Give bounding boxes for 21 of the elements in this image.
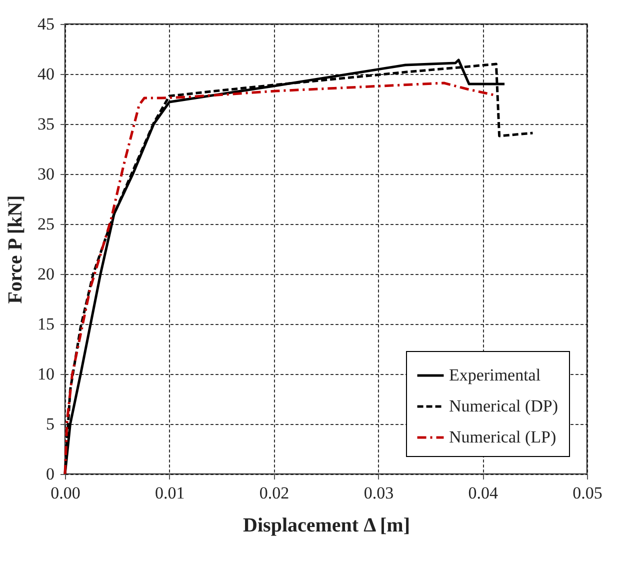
x-axis-title: Displacement Δ [m]	[243, 514, 410, 536]
y-tick-label: 40	[38, 64, 54, 84]
x-tick-label: 0.05	[572, 484, 602, 502]
legend-label: Numerical (DP)	[449, 396, 558, 416]
y-tick-label: 35	[38, 114, 54, 134]
y-tick-label: 45	[38, 14, 54, 34]
x-tick-label: 0.03	[364, 484, 394, 502]
y-tick-label: 10	[38, 364, 54, 384]
y-axis-title: Force P [kN]	[4, 195, 26, 304]
x-tick-label: 0.00	[50, 484, 80, 502]
y-tick-label: 0	[46, 464, 54, 484]
y-tick-label: 30	[38, 164, 54, 184]
legend-label: Numerical (LP)	[449, 428, 556, 446]
y-tick-label: 5	[46, 414, 54, 434]
x-tick-label: 0.04	[468, 484, 498, 502]
legend-label: Experimental	[449, 366, 541, 384]
y-tick-label: 25	[38, 214, 54, 234]
x-tick-label: 0.01	[155, 484, 185, 502]
x-tick-label: 0.02	[259, 484, 290, 502]
y-tick-label: 15	[38, 314, 54, 334]
y-tick-label: 20	[38, 264, 54, 284]
